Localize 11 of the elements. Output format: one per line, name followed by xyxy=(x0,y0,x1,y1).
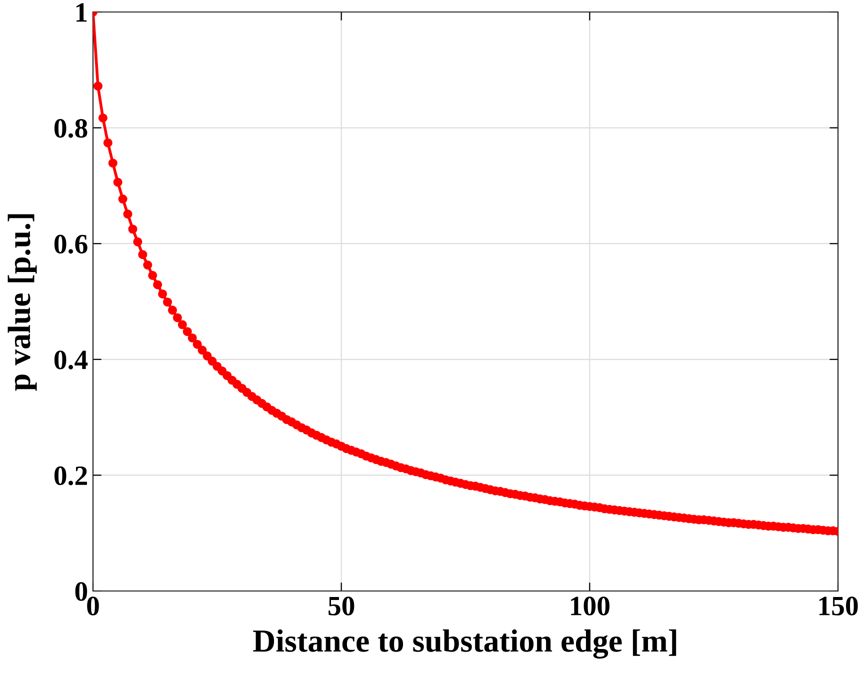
y-tick-label: 0.6 xyxy=(54,234,88,254)
y-tick-label: 0 xyxy=(75,582,88,601)
y-tick-label: 1 xyxy=(76,3,87,22)
y-axis-title: p value [p.u.] xyxy=(8,214,37,391)
x-tick-label: 150 xyxy=(819,596,858,616)
y-tick-label: 0.2 xyxy=(54,466,87,486)
x-axis-title: Distance to substation edge [m] xyxy=(253,629,676,659)
y-tick-label: 0.4 xyxy=(54,350,88,370)
x-tick-label: 100 xyxy=(571,596,610,616)
x-tick-label: 50 xyxy=(328,596,354,616)
y-tick-label: 0.8 xyxy=(54,118,88,138)
